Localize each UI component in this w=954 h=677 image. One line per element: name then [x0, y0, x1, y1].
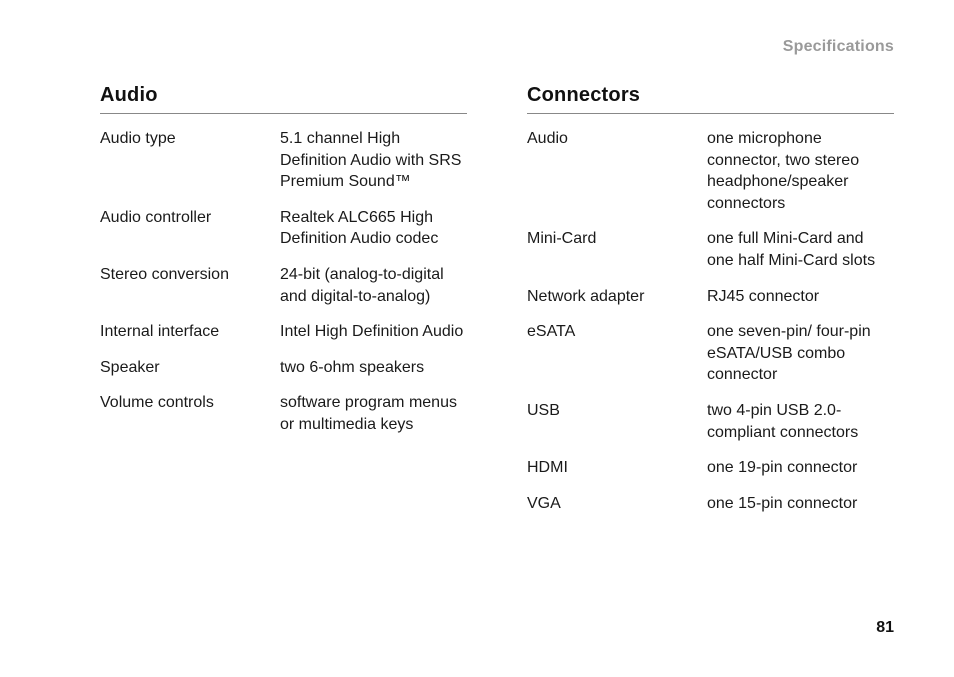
spec-label: USB: [527, 400, 707, 422]
table-row: HDMI one 19-pin connector: [527, 457, 894, 479]
audio-section-title: Audio: [100, 84, 467, 114]
spec-label: Internal interface: [100, 321, 280, 343]
header-section-label: Specifications: [783, 38, 894, 56]
spec-label: Speaker: [100, 357, 280, 379]
spec-value: two 6-ohm speakers: [280, 357, 467, 379]
spec-value: Realtek ALC665 High Definition Audio cod…: [280, 207, 467, 250]
table-row: Network adapter RJ45 connector: [527, 286, 894, 308]
table-row: Internal interface Intel High Definition…: [100, 321, 467, 343]
spec-label: Audio: [527, 128, 707, 150]
spec-value: one full Mini-Card and one half Mini-Car…: [707, 228, 894, 271]
spec-value: one microphone connector, two stereo hea…: [707, 128, 894, 214]
spec-value: software program menus or multimedia key…: [280, 392, 467, 435]
spec-label: Mini-Card: [527, 228, 707, 250]
spec-value: two 4-pin USB 2.0-compliant connectors: [707, 400, 894, 443]
spec-columns: Audio Audio type 5.1 channel High Defini…: [100, 84, 894, 528]
table-row: Audio controller Realtek ALC665 High Def…: [100, 207, 467, 250]
spec-label: Volume controls: [100, 392, 280, 414]
table-row: Speaker two 6-ohm speakers: [100, 357, 467, 379]
table-row: Volume controls software program menus o…: [100, 392, 467, 435]
spec-value: one 19-pin connector: [707, 457, 894, 479]
audio-column: Audio Audio type 5.1 channel High Defini…: [100, 84, 467, 528]
table-row: Mini-Card one full Mini-Card and one hal…: [527, 228, 894, 271]
spec-label: Stereo conversion: [100, 264, 280, 286]
page-number: 81: [876, 619, 894, 637]
table-row: Audio type 5.1 channel High Definition A…: [100, 128, 467, 193]
connectors-section-title: Connectors: [527, 84, 894, 114]
spec-label: VGA: [527, 493, 707, 515]
spec-label: HDMI: [527, 457, 707, 479]
spec-value: RJ45 connector: [707, 286, 894, 308]
spec-value: 24-bit (analog-to-digital and digital-to…: [280, 264, 467, 307]
connectors-column: Connectors Audio one microphone connecto…: [527, 84, 894, 528]
spec-label: Audio type: [100, 128, 280, 150]
spec-page: Specifications Audio Audio type 5.1 chan…: [0, 0, 954, 677]
spec-value: Intel High Definition Audio: [280, 321, 467, 343]
spec-label: eSATA: [527, 321, 707, 343]
table-row: USB two 4-pin USB 2.0-compliant connecto…: [527, 400, 894, 443]
table-row: eSATA one seven-pin/ four-pin eSATA/USB …: [527, 321, 894, 386]
spec-value: one 15-pin connector: [707, 493, 894, 515]
spec-label: Network adapter: [527, 286, 707, 308]
table-row: Stereo conversion 24-bit (analog-to-digi…: [100, 264, 467, 307]
table-row: Audio one microphone connector, two ster…: [527, 128, 894, 214]
spec-value: one seven-pin/ four-pin eSATA/USB combo …: [707, 321, 894, 386]
spec-value: 5.1 channel High Definition Audio with S…: [280, 128, 467, 193]
spec-label: Audio controller: [100, 207, 280, 229]
table-row: VGA one 15-pin connector: [527, 493, 894, 515]
